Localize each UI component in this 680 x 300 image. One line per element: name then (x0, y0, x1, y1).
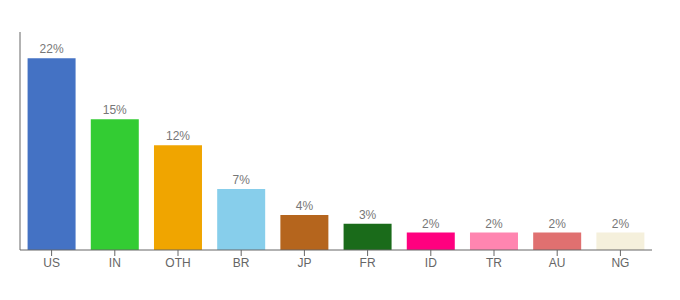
svg-text:BR: BR (233, 256, 250, 270)
svg-text:IN: IN (109, 256, 121, 270)
svg-text:OTH: OTH (165, 256, 190, 270)
svg-text:3%: 3% (359, 208, 377, 222)
svg-text:AU: AU (549, 256, 566, 270)
svg-text:FR: FR (360, 256, 376, 270)
svg-text:TR: TR (486, 256, 502, 270)
svg-text:2%: 2% (422, 217, 440, 231)
svg-text:ID: ID (425, 256, 437, 270)
svg-text:15%: 15% (103, 103, 127, 117)
svg-text:2%: 2% (485, 217, 503, 231)
svg-text:4%: 4% (296, 199, 314, 213)
svg-text:7%: 7% (233, 173, 251, 187)
svg-text:12%: 12% (166, 129, 190, 143)
svg-text:2%: 2% (549, 217, 567, 231)
svg-text:2%: 2% (612, 217, 630, 231)
svg-text:JP: JP (297, 256, 311, 270)
svg-text:NG: NG (611, 256, 629, 270)
svg-text:US: US (43, 256, 60, 270)
svg-text:22%: 22% (40, 42, 64, 56)
